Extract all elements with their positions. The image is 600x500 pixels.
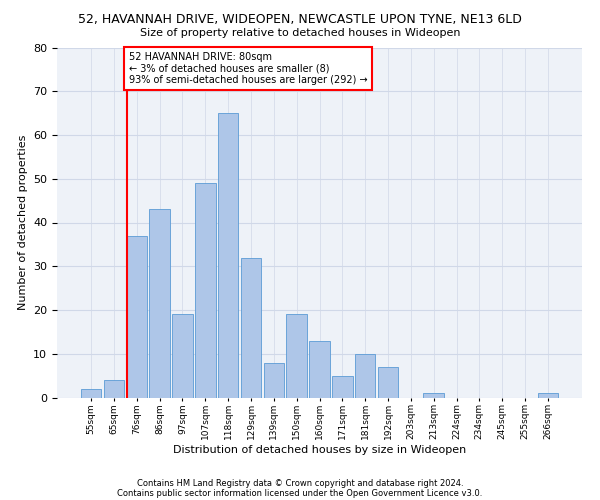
Bar [263, 362, 284, 398]
Bar [378, 367, 398, 398]
Bar [149, 210, 170, 398]
Bar [538, 393, 558, 398]
Bar [172, 314, 193, 398]
Bar [218, 113, 238, 398]
Y-axis label: Number of detached properties: Number of detached properties [17, 135, 28, 310]
Bar [332, 376, 353, 398]
Bar [241, 258, 261, 398]
X-axis label: Distribution of detached houses by size in Wideopen: Distribution of detached houses by size … [173, 445, 466, 455]
Bar [286, 314, 307, 398]
Bar [104, 380, 124, 398]
Bar [355, 354, 376, 398]
Text: Contains HM Land Registry data © Crown copyright and database right 2024.: Contains HM Land Registry data © Crown c… [137, 478, 463, 488]
Bar [81, 389, 101, 398]
Bar [195, 183, 215, 398]
Bar [127, 236, 147, 398]
Text: 52, HAVANNAH DRIVE, WIDEOPEN, NEWCASTLE UPON TYNE, NE13 6LD: 52, HAVANNAH DRIVE, WIDEOPEN, NEWCASTLE … [78, 12, 522, 26]
Text: 52 HAVANNAH DRIVE: 80sqm
← 3% of detached houses are smaller (8)
93% of semi-det: 52 HAVANNAH DRIVE: 80sqm ← 3% of detache… [129, 52, 367, 85]
Bar [424, 393, 444, 398]
Text: Contains public sector information licensed under the Open Government Licence v3: Contains public sector information licen… [118, 488, 482, 498]
Text: Size of property relative to detached houses in Wideopen: Size of property relative to detached ho… [140, 28, 460, 38]
Bar [309, 340, 330, 398]
